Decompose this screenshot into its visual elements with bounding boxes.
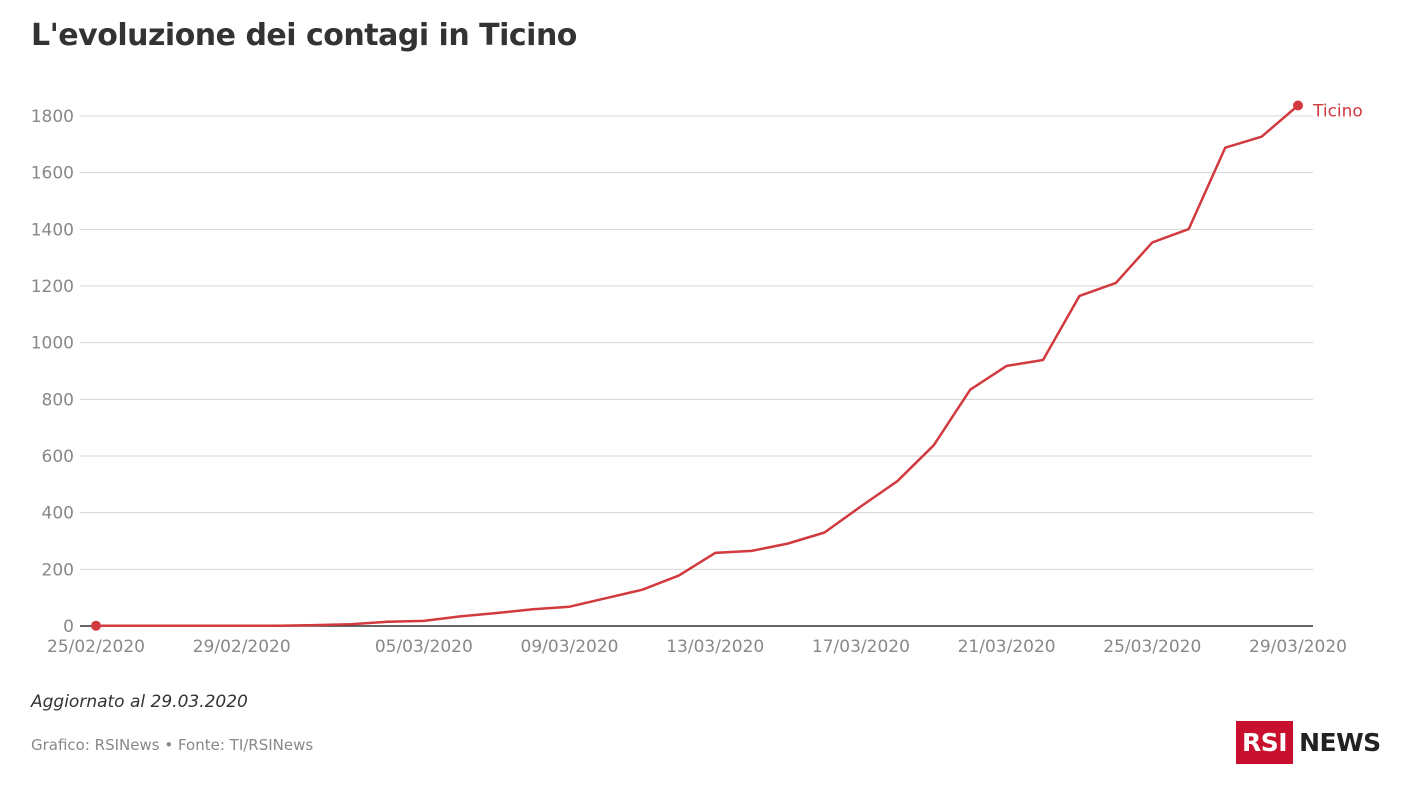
x-tick-label: 09/03/2020 [521, 637, 619, 657]
y-tick-label: 1400 [31, 220, 74, 240]
x-tick-label: 17/03/2020 [812, 637, 910, 657]
y-tick-label: 800 [42, 390, 74, 410]
chart-title: L'evoluzione dei contagi in Ticino [31, 18, 577, 53]
rsi-news-logo: RSI NEWS [1236, 721, 1381, 764]
y-tick-label: 200 [42, 560, 74, 580]
y-tick-label: 400 [42, 504, 74, 524]
logo-rsi-box: RSI [1236, 721, 1294, 764]
x-tick-label: 05/03/2020 [375, 637, 473, 657]
series-line [94, 104, 1300, 627]
y-tick-label: 1200 [31, 277, 74, 297]
series-label: Ticino [1312, 102, 1363, 122]
x-tick-label: 25/02/2020 [47, 637, 145, 657]
x-tick-label: 29/03/2020 [1249, 637, 1347, 657]
y-axis-ticks: 0 200 400 600 800 1000 1200 1400 1600 1800 [31, 107, 74, 637]
y-tick-label: 600 [42, 447, 74, 467]
gridlines [80, 115, 1313, 570]
y-tick-label: 1800 [31, 107, 74, 127]
update-note: Aggiornato al 29.03.2020 [31, 692, 248, 712]
series-layer: Ticino [91, 100, 1363, 631]
x-tick-label: 29/02/2020 [193, 637, 291, 657]
x-tick-label: 13/03/2020 [666, 637, 764, 657]
y-tick-label: 0 [63, 617, 74, 637]
logo-news-word: NEWS [1299, 728, 1381, 757]
y-tick-label: 1600 [31, 164, 74, 184]
source-credit: Grafico: RSINews • Fonte: TI/RSINews [31, 736, 314, 754]
y-tick-label: 1000 [31, 334, 74, 354]
line-chart: 0 200 400 600 800 1000 1200 1400 1600 1800 25/02/… [31, 100, 1363, 657]
x-tick-label: 21/03/2020 [958, 637, 1056, 657]
x-tick-label: 25/03/2020 [1103, 637, 1201, 657]
endpoint-marker [91, 620, 101, 631]
endpoint-marker [1293, 100, 1303, 111]
x-axis-ticks: 25/02/2020 29/02/2020 05/03/2020 09/03/2020… [47, 637, 1347, 657]
